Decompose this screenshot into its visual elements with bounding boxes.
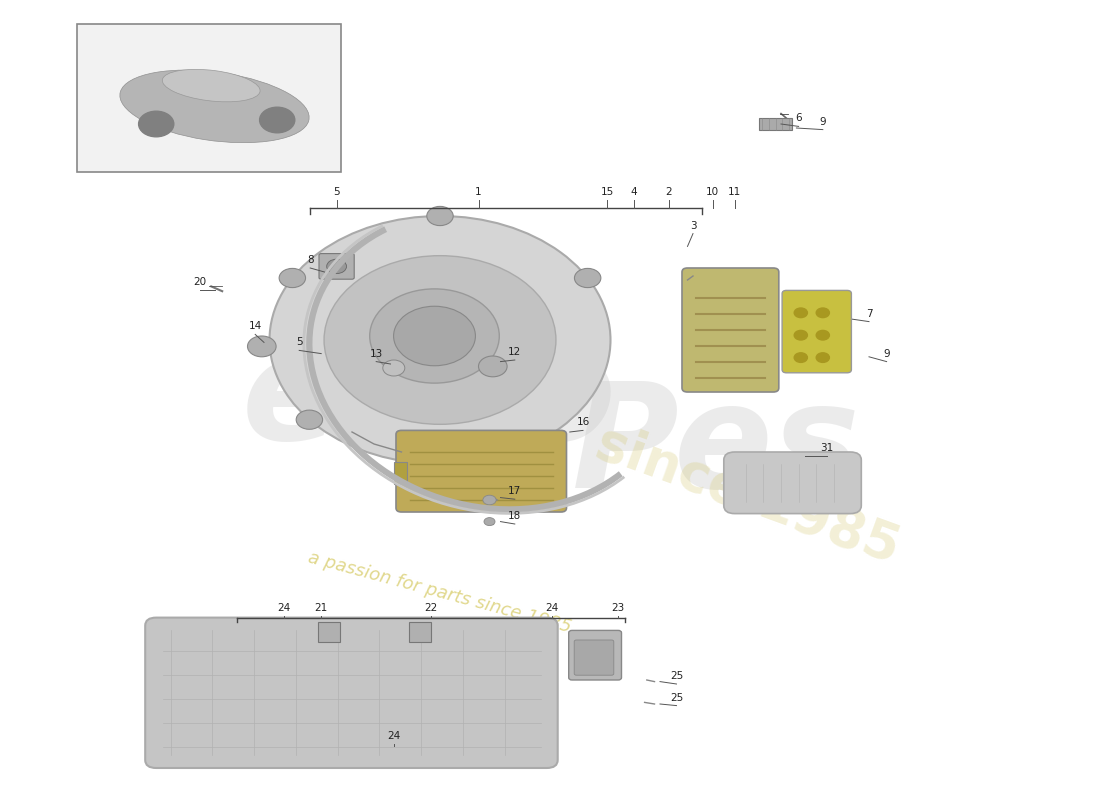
Text: 5: 5 [333, 187, 340, 197]
Text: 8: 8 [307, 255, 314, 265]
Circle shape [248, 336, 276, 357]
FancyBboxPatch shape [574, 640, 614, 675]
Circle shape [794, 330, 807, 340]
Circle shape [483, 495, 496, 505]
Bar [394, 462, 407, 484]
Text: since 1985: since 1985 [590, 417, 906, 575]
Text: 9: 9 [883, 349, 890, 358]
Text: 10: 10 [706, 187, 719, 197]
FancyBboxPatch shape [724, 452, 861, 514]
Circle shape [427, 206, 453, 226]
Text: 11: 11 [728, 187, 741, 197]
Bar [409, 622, 431, 642]
Text: 6: 6 [795, 114, 802, 123]
Text: Pes: Pes [572, 378, 860, 518]
FancyBboxPatch shape [782, 290, 851, 373]
Circle shape [794, 353, 807, 362]
FancyBboxPatch shape [569, 630, 622, 680]
Text: 15: 15 [601, 187, 614, 197]
Circle shape [327, 259, 346, 274]
Text: euro: euro [242, 330, 617, 470]
Circle shape [370, 289, 499, 383]
Text: 5: 5 [296, 338, 303, 347]
Ellipse shape [120, 70, 309, 142]
FancyBboxPatch shape [319, 254, 354, 279]
Text: 31: 31 [821, 443, 834, 453]
Text: 24: 24 [387, 731, 400, 741]
Text: 18: 18 [508, 511, 521, 521]
Text: 14: 14 [249, 322, 262, 331]
Text: 16: 16 [576, 418, 590, 427]
Circle shape [296, 410, 322, 430]
Text: 17: 17 [508, 486, 521, 496]
Text: 23: 23 [612, 603, 625, 613]
Circle shape [279, 268, 306, 288]
Text: 25: 25 [670, 671, 683, 681]
Circle shape [816, 330, 829, 340]
FancyBboxPatch shape [396, 430, 566, 512]
Bar [318, 622, 340, 642]
Circle shape [816, 308, 829, 318]
Text: 4: 4 [630, 187, 637, 197]
Circle shape [139, 111, 174, 137]
Circle shape [324, 256, 556, 424]
FancyBboxPatch shape [682, 268, 779, 392]
Circle shape [478, 356, 507, 377]
Text: 22: 22 [425, 603, 438, 613]
Circle shape [794, 308, 807, 318]
Text: 1: 1 [475, 187, 482, 197]
Text: 24: 24 [277, 603, 290, 613]
Text: a passion for parts since 1985: a passion for parts since 1985 [307, 548, 573, 636]
Bar [77, 24, 341, 172]
Circle shape [394, 306, 475, 366]
Text: 12: 12 [508, 347, 521, 357]
FancyBboxPatch shape [145, 618, 558, 768]
Circle shape [260, 107, 295, 133]
Bar [759, 118, 792, 130]
Text: 7: 7 [866, 309, 872, 318]
Ellipse shape [163, 70, 260, 102]
Text: 2: 2 [666, 187, 672, 197]
Text: 25: 25 [670, 693, 683, 702]
Text: 24: 24 [546, 603, 559, 613]
Circle shape [816, 353, 829, 362]
Circle shape [574, 268, 601, 288]
Text: 13: 13 [370, 349, 383, 358]
Circle shape [383, 360, 405, 376]
Text: 9: 9 [820, 117, 826, 126]
Circle shape [484, 518, 495, 526]
Text: 3: 3 [690, 221, 696, 230]
Text: 20: 20 [194, 277, 207, 286]
Text: 21: 21 [315, 603, 328, 613]
Circle shape [270, 216, 610, 464]
